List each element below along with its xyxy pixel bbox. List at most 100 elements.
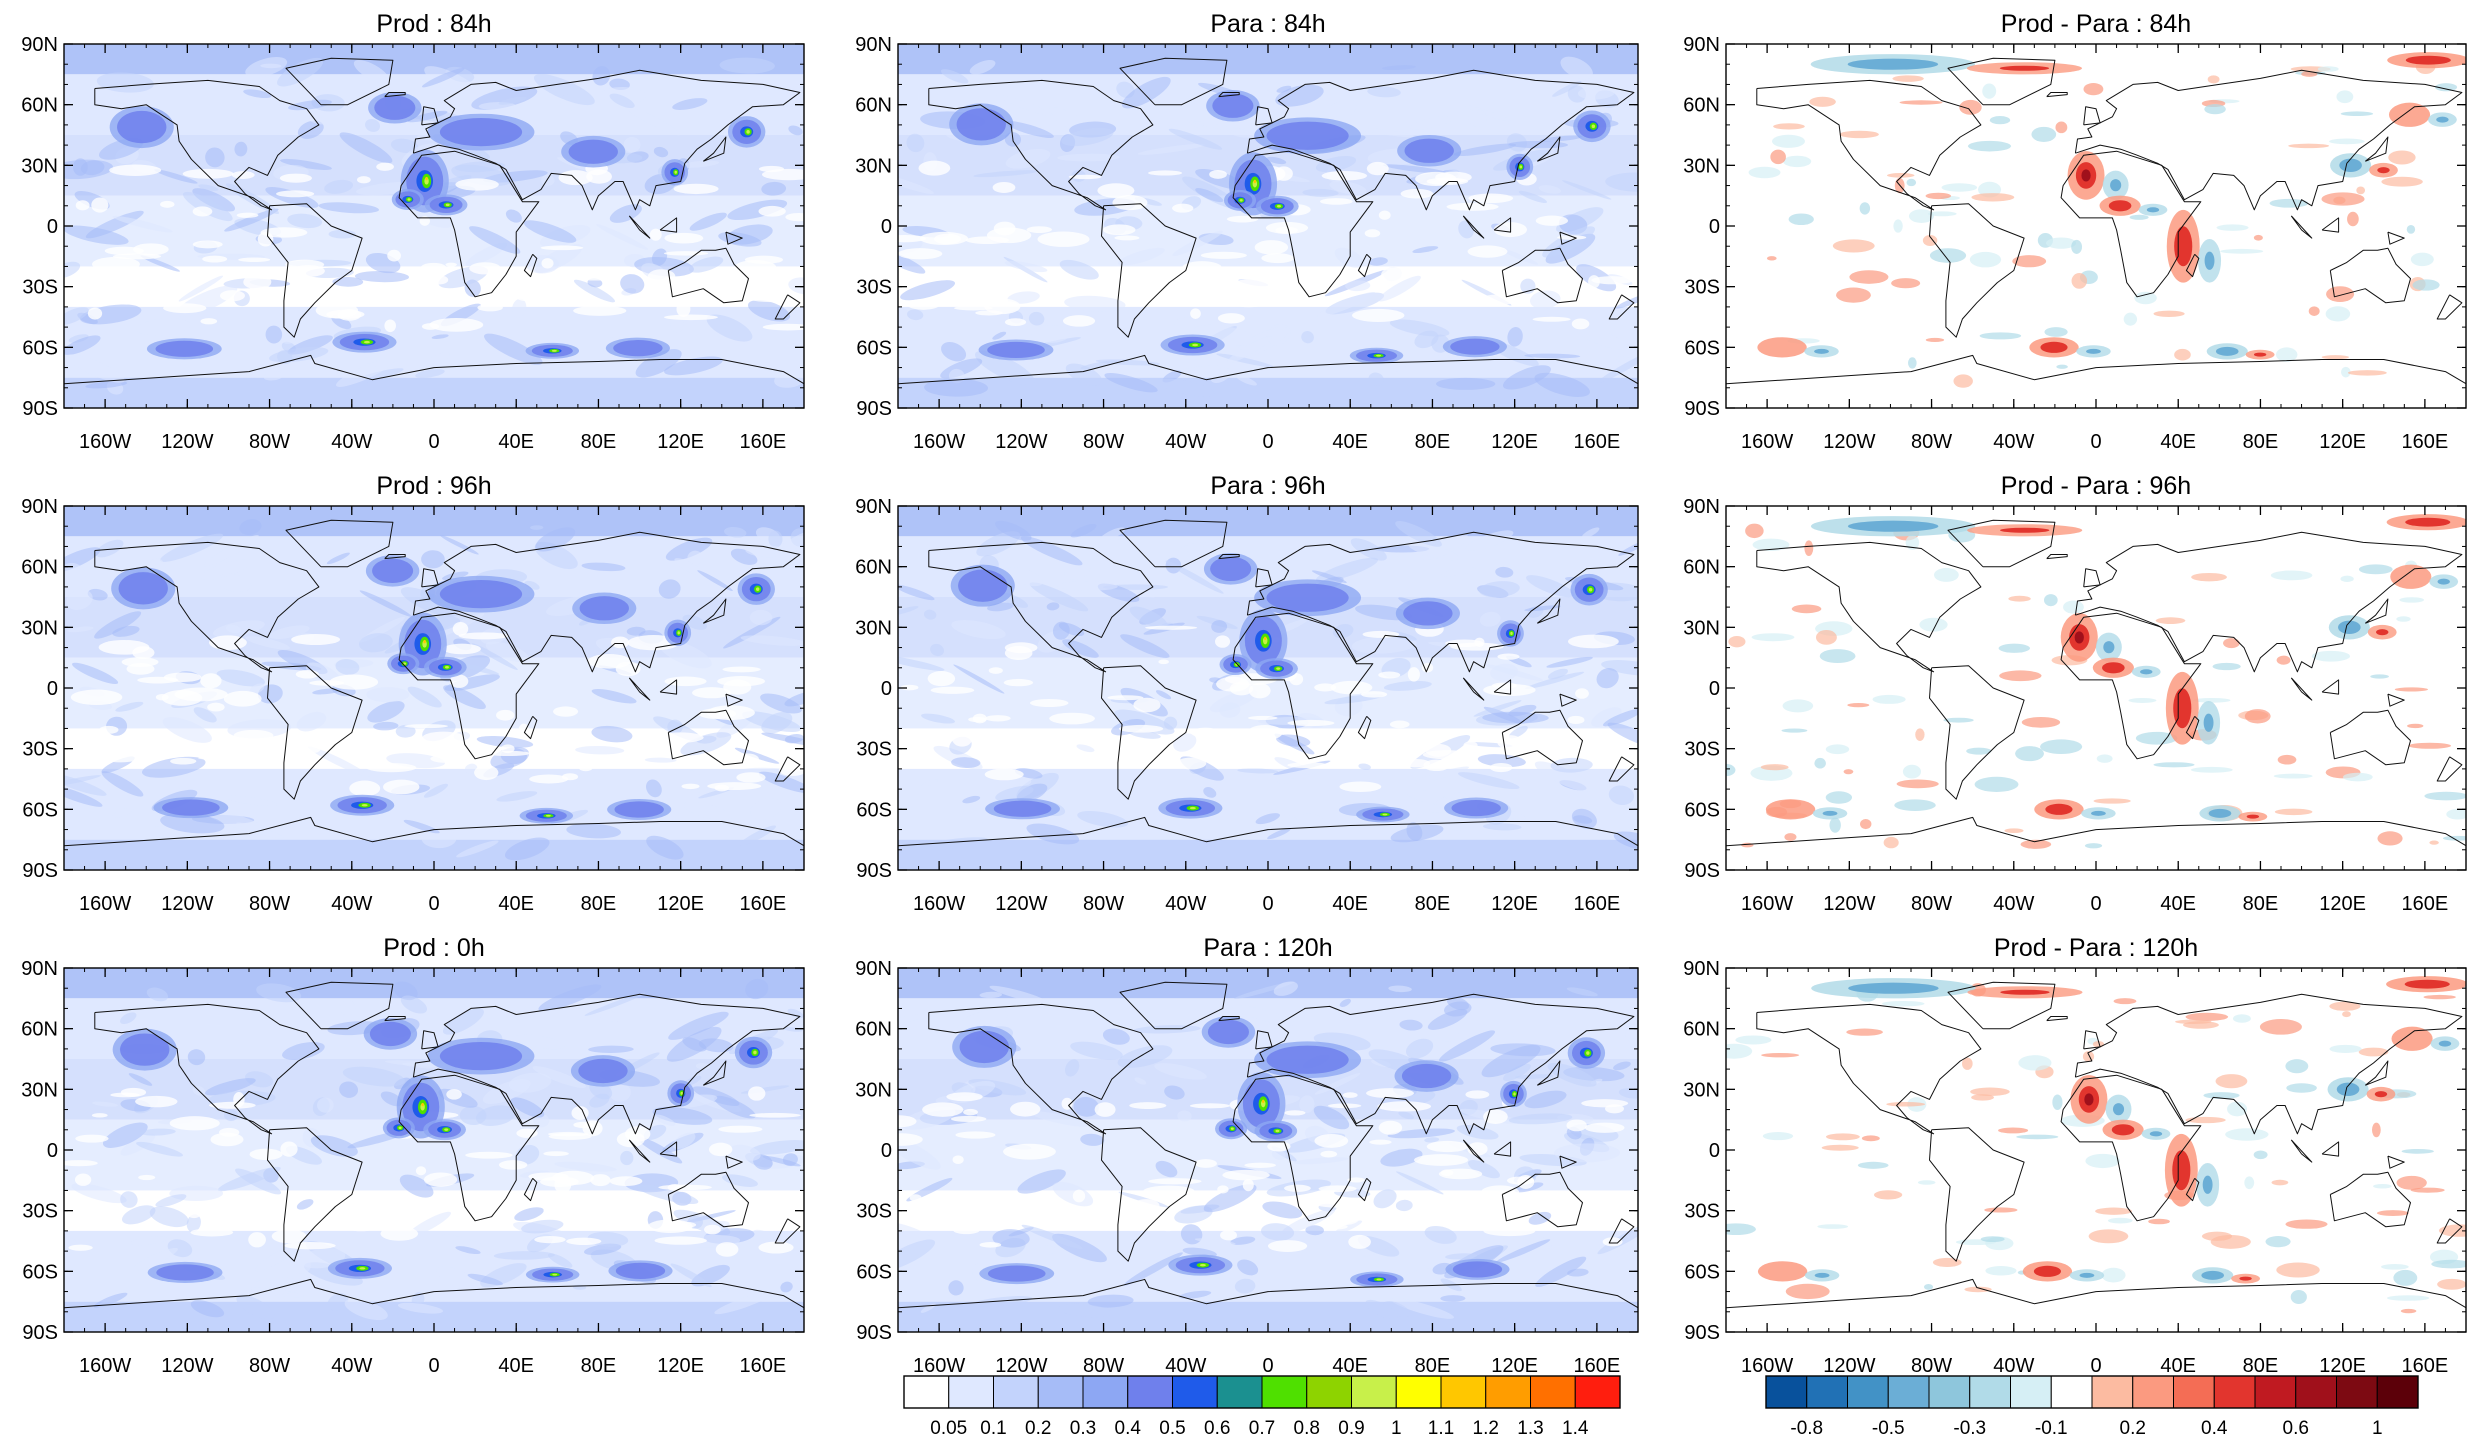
colorbar-label: 1 xyxy=(1391,1418,1402,1438)
colorbar-swatch xyxy=(1440,1375,1487,1409)
panel-title: Prod : 84h xyxy=(376,10,491,38)
lon-tick-label: 40E xyxy=(2160,893,2196,915)
lon-tick-label: 120W xyxy=(1823,893,1875,915)
lon-tick-label: 80W xyxy=(249,893,290,915)
lat-tick-label: 30S xyxy=(22,277,58,299)
lat-tick-label: 60N xyxy=(855,557,892,579)
lon-tick-label: 0 xyxy=(428,431,439,453)
lon-tick-label: 120W xyxy=(995,893,1047,915)
lon-tick-label: 120E xyxy=(1491,1355,1538,1377)
lat-tick-label: 0 xyxy=(1709,1140,1720,1162)
lon-tick-label: 40W xyxy=(1993,1355,2034,1377)
lat-tick-label: 30S xyxy=(22,1201,58,1223)
lon-tick-label: 0 xyxy=(1262,893,1273,915)
lat-tick-label: 90N xyxy=(21,958,58,980)
lon-tick-label: 80W xyxy=(1083,431,1124,453)
panel-title: Prod - Para : 96h xyxy=(2001,472,2191,500)
lon-tick-label: 160E xyxy=(740,1355,787,1377)
lon-tick-label: 40W xyxy=(1165,1355,1206,1377)
lon-tick-label: 120W xyxy=(161,1355,213,1377)
lat-tick-label: 90S xyxy=(1684,398,1720,420)
colorbar-label: 1.2 xyxy=(1473,1418,1499,1438)
lon-tick-label: 40W xyxy=(1993,431,2034,453)
map-panel: 90N 60N 30N 0 30S 60S 90S 160W 120W 80W 40W 0 40E 80E… xyxy=(855,10,1639,453)
colorbar-swatch xyxy=(1306,1375,1352,1409)
colorbar-label: -0.8 xyxy=(1790,1418,1823,1438)
lon-tick-label: 160E xyxy=(2402,431,2449,453)
colorbar-swatch xyxy=(2336,1375,2378,1409)
lat-tick-label: 60S xyxy=(856,1261,892,1283)
lat-tick-label: 30S xyxy=(856,1201,892,1223)
panel-title: Prod - Para : 84h xyxy=(2001,10,2191,38)
panel-title: Para : 96h xyxy=(1210,472,1325,500)
lat-tick-label: 0 xyxy=(1709,216,1720,238)
colorbar-label: 1.4 xyxy=(1562,1418,1589,1438)
lon-tick-label: 160E xyxy=(1574,1355,1621,1377)
lat-tick-label: 30S xyxy=(1684,277,1720,299)
lon-tick-label: 120E xyxy=(657,431,704,453)
lat-tick-label: 60S xyxy=(856,799,892,821)
lon-tick-label: 160W xyxy=(79,1355,131,1377)
lat-tick-label: 90S xyxy=(856,398,892,420)
lon-tick-label: 80E xyxy=(581,1355,617,1377)
colorbar-swatch xyxy=(2091,1375,2134,1409)
lon-tick-label: 0 xyxy=(2090,1355,2101,1377)
lat-tick-label: 90N xyxy=(855,34,892,56)
colorbar-swatch xyxy=(2213,1375,2256,1409)
colorbar-swatch xyxy=(1172,1375,1218,1409)
lon-tick-label: 40W xyxy=(331,1355,372,1377)
lon-tick-label: 80W xyxy=(249,1355,290,1377)
lon-tick-label: 40E xyxy=(2160,431,2196,453)
lon-tick-label: 160W xyxy=(79,431,131,453)
lat-tick-label: 30N xyxy=(855,1079,892,1101)
lon-tick-label: 80E xyxy=(1415,893,1451,915)
lat-tick-label: 90S xyxy=(856,860,892,882)
lon-tick-label: 80W xyxy=(1911,893,1952,915)
lat-tick-label: 90S xyxy=(856,1322,892,1344)
lat-tick-label: 30N xyxy=(855,155,892,177)
colorbar-swatch xyxy=(1351,1375,1397,1409)
lon-tick-label: 80W xyxy=(1083,1355,1124,1377)
lon-tick-label: 120E xyxy=(2319,893,2366,915)
colorbar-label: -0.3 xyxy=(1953,1418,1986,1438)
shaded-field xyxy=(64,44,804,408)
lon-tick-label: 40E xyxy=(498,893,534,915)
colorbar-swatch xyxy=(1485,1375,1531,1409)
lon-tick-label: 120W xyxy=(1823,431,1875,453)
lon-tick-label: 160W xyxy=(1741,431,1793,453)
lon-tick-label: 120W xyxy=(995,1355,1047,1377)
lon-tick-label: 160W xyxy=(1741,893,1793,915)
map-panel: 90N 60N 30N 0 30S 60S 90S 160W 120W 80W 40W 0 40E 80E… xyxy=(1683,472,2467,915)
lon-tick-label: 80E xyxy=(581,431,617,453)
shaded-field xyxy=(898,506,1638,870)
lat-tick-label: 30S xyxy=(856,739,892,761)
lon-tick-label: 120E xyxy=(657,1355,704,1377)
lon-tick-label: 0 xyxy=(1262,1355,1273,1377)
lon-tick-label: 120E xyxy=(2319,431,2366,453)
lat-tick-label: 90N xyxy=(21,496,58,518)
shaded-field xyxy=(1726,44,2466,408)
lat-tick-label: 30S xyxy=(856,277,892,299)
lon-tick-label: 40E xyxy=(1332,1355,1368,1377)
lon-tick-label: 80E xyxy=(1415,1355,1451,1377)
lon-tick-label: 160E xyxy=(2402,1355,2449,1377)
colorbar-swatch xyxy=(1216,1375,1263,1409)
lon-tick-label: 120W xyxy=(995,431,1047,453)
colorbar-swatch xyxy=(1574,1375,1621,1409)
colorbar-swatch xyxy=(2050,1375,2093,1409)
lat-tick-label: 60S xyxy=(22,337,58,359)
colorbar-swatch xyxy=(903,1375,950,1409)
lat-tick-label: 30N xyxy=(21,155,58,177)
lon-tick-label: 160W xyxy=(1741,1355,1793,1377)
colorbar-label: -0.1 xyxy=(2035,1418,2068,1438)
colorbar-swatch xyxy=(1037,1375,1084,1409)
lat-tick-label: 60S xyxy=(856,337,892,359)
lat-tick-label: 30N xyxy=(21,617,58,639)
lat-tick-label: 60S xyxy=(1684,337,1720,359)
colorbar-swatch xyxy=(1261,1375,1308,1409)
lat-tick-label: 30S xyxy=(22,739,58,761)
lon-tick-label: 40E xyxy=(1332,893,1368,915)
lon-tick-label: 40E xyxy=(2160,1355,2196,1377)
colorbar-label: 0.2 xyxy=(1025,1418,1051,1438)
lat-tick-label: 90N xyxy=(1683,958,1720,980)
